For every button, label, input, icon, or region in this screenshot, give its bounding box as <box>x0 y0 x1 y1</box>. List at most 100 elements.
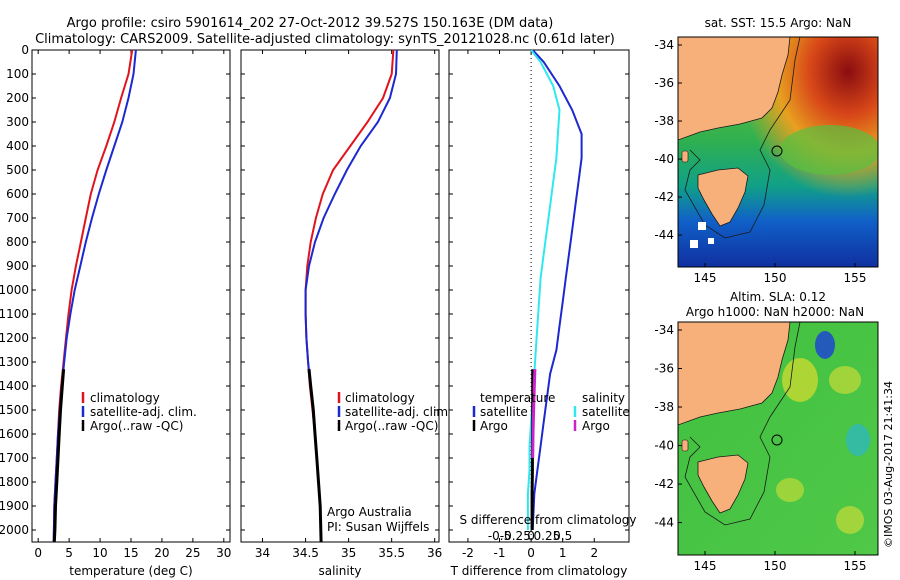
difference-xtick-label: -1 <box>494 546 506 560</box>
sst-green-patch <box>780 125 878 175</box>
sla-map-frame <box>677 321 879 556</box>
depth-tick-label: 200 <box>6 91 29 105</box>
temperature-xtick-label: 25 <box>185 546 200 560</box>
map-lon-label: 145 <box>694 271 717 285</box>
map-lat-label: -44 <box>654 516 674 530</box>
temperature-legend-sat: satellite-adj. clim. <box>90 405 197 419</box>
salinity-annotation-org: Argo Australia <box>327 505 412 519</box>
salinity-diff-tick-label: 0.25 <box>534 529 561 543</box>
difference-legend: temperature satellite Argo salinity sate… <box>472 391 630 433</box>
sla-shelf-contour <box>684 322 801 526</box>
figure-title-line1: Argo profile: csiro 5901614_202 27-Oct-2… <box>67 16 554 31</box>
difference-ticks: -2 -1 0 1 2 <box>449 49 629 560</box>
salinity-xtick-label: 35.5 <box>378 546 405 560</box>
map-lat-label: -44 <box>654 228 674 242</box>
sst-land-island <box>681 150 689 163</box>
temperature-xtick-label: 5 <box>65 546 73 560</box>
sst-land-tasmania <box>697 167 749 227</box>
sla-argo-location <box>771 434 783 446</box>
sla-map-ticks: 145 150 155 -34 -36 -38 -40 -42 -44 <box>654 323 866 573</box>
sst-map-frame <box>677 36 879 268</box>
salinity-xtick-label: 35 <box>341 546 356 560</box>
sst-missing-3 <box>690 240 698 248</box>
map-lat-label: -34 <box>654 38 674 52</box>
sst-shelf-contour <box>684 37 801 239</box>
sla-land-island <box>681 439 689 452</box>
depth-tick-label: 1400 <box>0 379 29 393</box>
difference-xtick-label: 0 <box>527 546 535 560</box>
sla-yellow-patch-2 <box>829 366 861 394</box>
temperature-legend-clim: climatology <box>90 391 160 405</box>
salinity-diff-tick-label: 0 <box>527 529 535 543</box>
salinity-legend-argo: Argo(..raw -QC) <box>345 419 438 433</box>
salinity-series-argo <box>307 369 323 542</box>
sst-map: sat. SST: 15.5 Argo: NaN 145 150 155 -34 -36… <box>654 16 879 285</box>
depth-tick-label: 300 <box>6 115 29 129</box>
sla-blue-eddy <box>815 331 835 359</box>
imos-timestamp-stamp: ©IMOS 03-Aug-2017 21:41:34 <box>882 381 895 548</box>
map-lat-label: -40 <box>654 152 674 166</box>
salinity-axes-frame <box>240 49 440 543</box>
map-lat-label: -36 <box>654 76 674 90</box>
difference-xtick-label: 1 <box>559 546 567 560</box>
temperature-xtick-label: 15 <box>123 546 138 560</box>
diff-legend-temp-sat: satellite <box>480 405 528 419</box>
diff-legend-sal-sat: satellite <box>582 405 630 419</box>
difference-xlabel-t: T difference from climatology <box>450 564 628 578</box>
map-lat-label: -38 <box>654 400 674 414</box>
difference-series <box>526 50 583 542</box>
diff-legend-sal-head: salinity <box>582 391 625 405</box>
salinity-panel: 34 34.5 35 35.5 36 salinity climatology sate… <box>240 49 452 578</box>
salinity-xtick-label: 34.5 <box>292 546 319 560</box>
map-lat-label: -34 <box>654 323 674 337</box>
depth-tick-label: 1000 <box>0 283 29 297</box>
salinity-series <box>304 50 398 542</box>
depth-tick-label: 900 <box>6 259 29 273</box>
temperature-legend-argo: Argo(..raw -QC) <box>90 419 183 433</box>
sst-map-title: sat. SST: 15.5 Argo: NaN <box>705 16 852 30</box>
salinity-diff-tick-label: 0.5 <box>553 529 572 543</box>
temperature-xtick-label: 20 <box>154 546 169 560</box>
map-lon-label: 145 <box>694 559 717 573</box>
depth-tick-label: 0 <box>21 43 29 57</box>
difference-series-sat <box>531 50 583 531</box>
figure-title-line2: Climatology: CARS2009. Satellite-adjuste… <box>35 32 615 47</box>
temperature-axes-frame <box>31 49 231 543</box>
sst-map-field <box>678 37 878 267</box>
sla-map-title1: Altim. SLA: 0.12 <box>730 290 826 304</box>
temperature-legend: climatology satellite-adj. clim. Argo(..… <box>81 391 197 433</box>
depth-tick-label: 500 <box>6 163 29 177</box>
temperature-ticks: 0 5 10 15 20 25 300100200300400500600700800900… <box>0 43 231 560</box>
diff-legend-sal-argo: Argo <box>582 419 610 433</box>
sst-missing-1 <box>698 222 706 230</box>
salinity-legend-clim: climatology <box>345 391 415 405</box>
map-lat-label: -38 <box>654 114 674 128</box>
map-lon-label: 155 <box>844 271 867 285</box>
salinity-xtick-label: 36 <box>427 546 442 560</box>
sst-land-mainland <box>678 37 791 141</box>
temperature-series-argo <box>52 369 66 542</box>
temperature-panel: 0 5 10 15 20 25 300100200300400500600700800900… <box>0 43 231 578</box>
temperature-xtick-label: 30 <box>216 546 231 560</box>
sst-missing-2 <box>708 238 714 244</box>
map-lat-label: -42 <box>654 190 674 204</box>
depth-tick-label: 600 <box>6 187 29 201</box>
map-lon-label: 150 <box>764 271 787 285</box>
depth-tick-label: 400 <box>6 139 29 153</box>
map-lat-label: -36 <box>654 362 674 376</box>
salinity-legend: climatology satellite-adj. clim. Argo(..… <box>337 391 452 433</box>
salinity-legend-sat: satellite-adj. clim. <box>345 405 452 419</box>
difference-series-sat_s <box>526 50 561 530</box>
diff-legend-temp-head: temperature <box>480 391 555 405</box>
depth-tick-label: 1700 <box>0 451 29 465</box>
sst-argo-location <box>771 145 783 157</box>
sla-yellow-patch-4 <box>836 506 864 534</box>
temperature-xtick-label: 10 <box>92 546 107 560</box>
sla-land-tasmania <box>697 454 749 514</box>
depth-tick-label: 1200 <box>0 331 29 345</box>
depth-tick-label: 800 <box>6 235 29 249</box>
sla-land-mainland <box>678 322 791 426</box>
difference-series-argo_s <box>531 369 537 459</box>
